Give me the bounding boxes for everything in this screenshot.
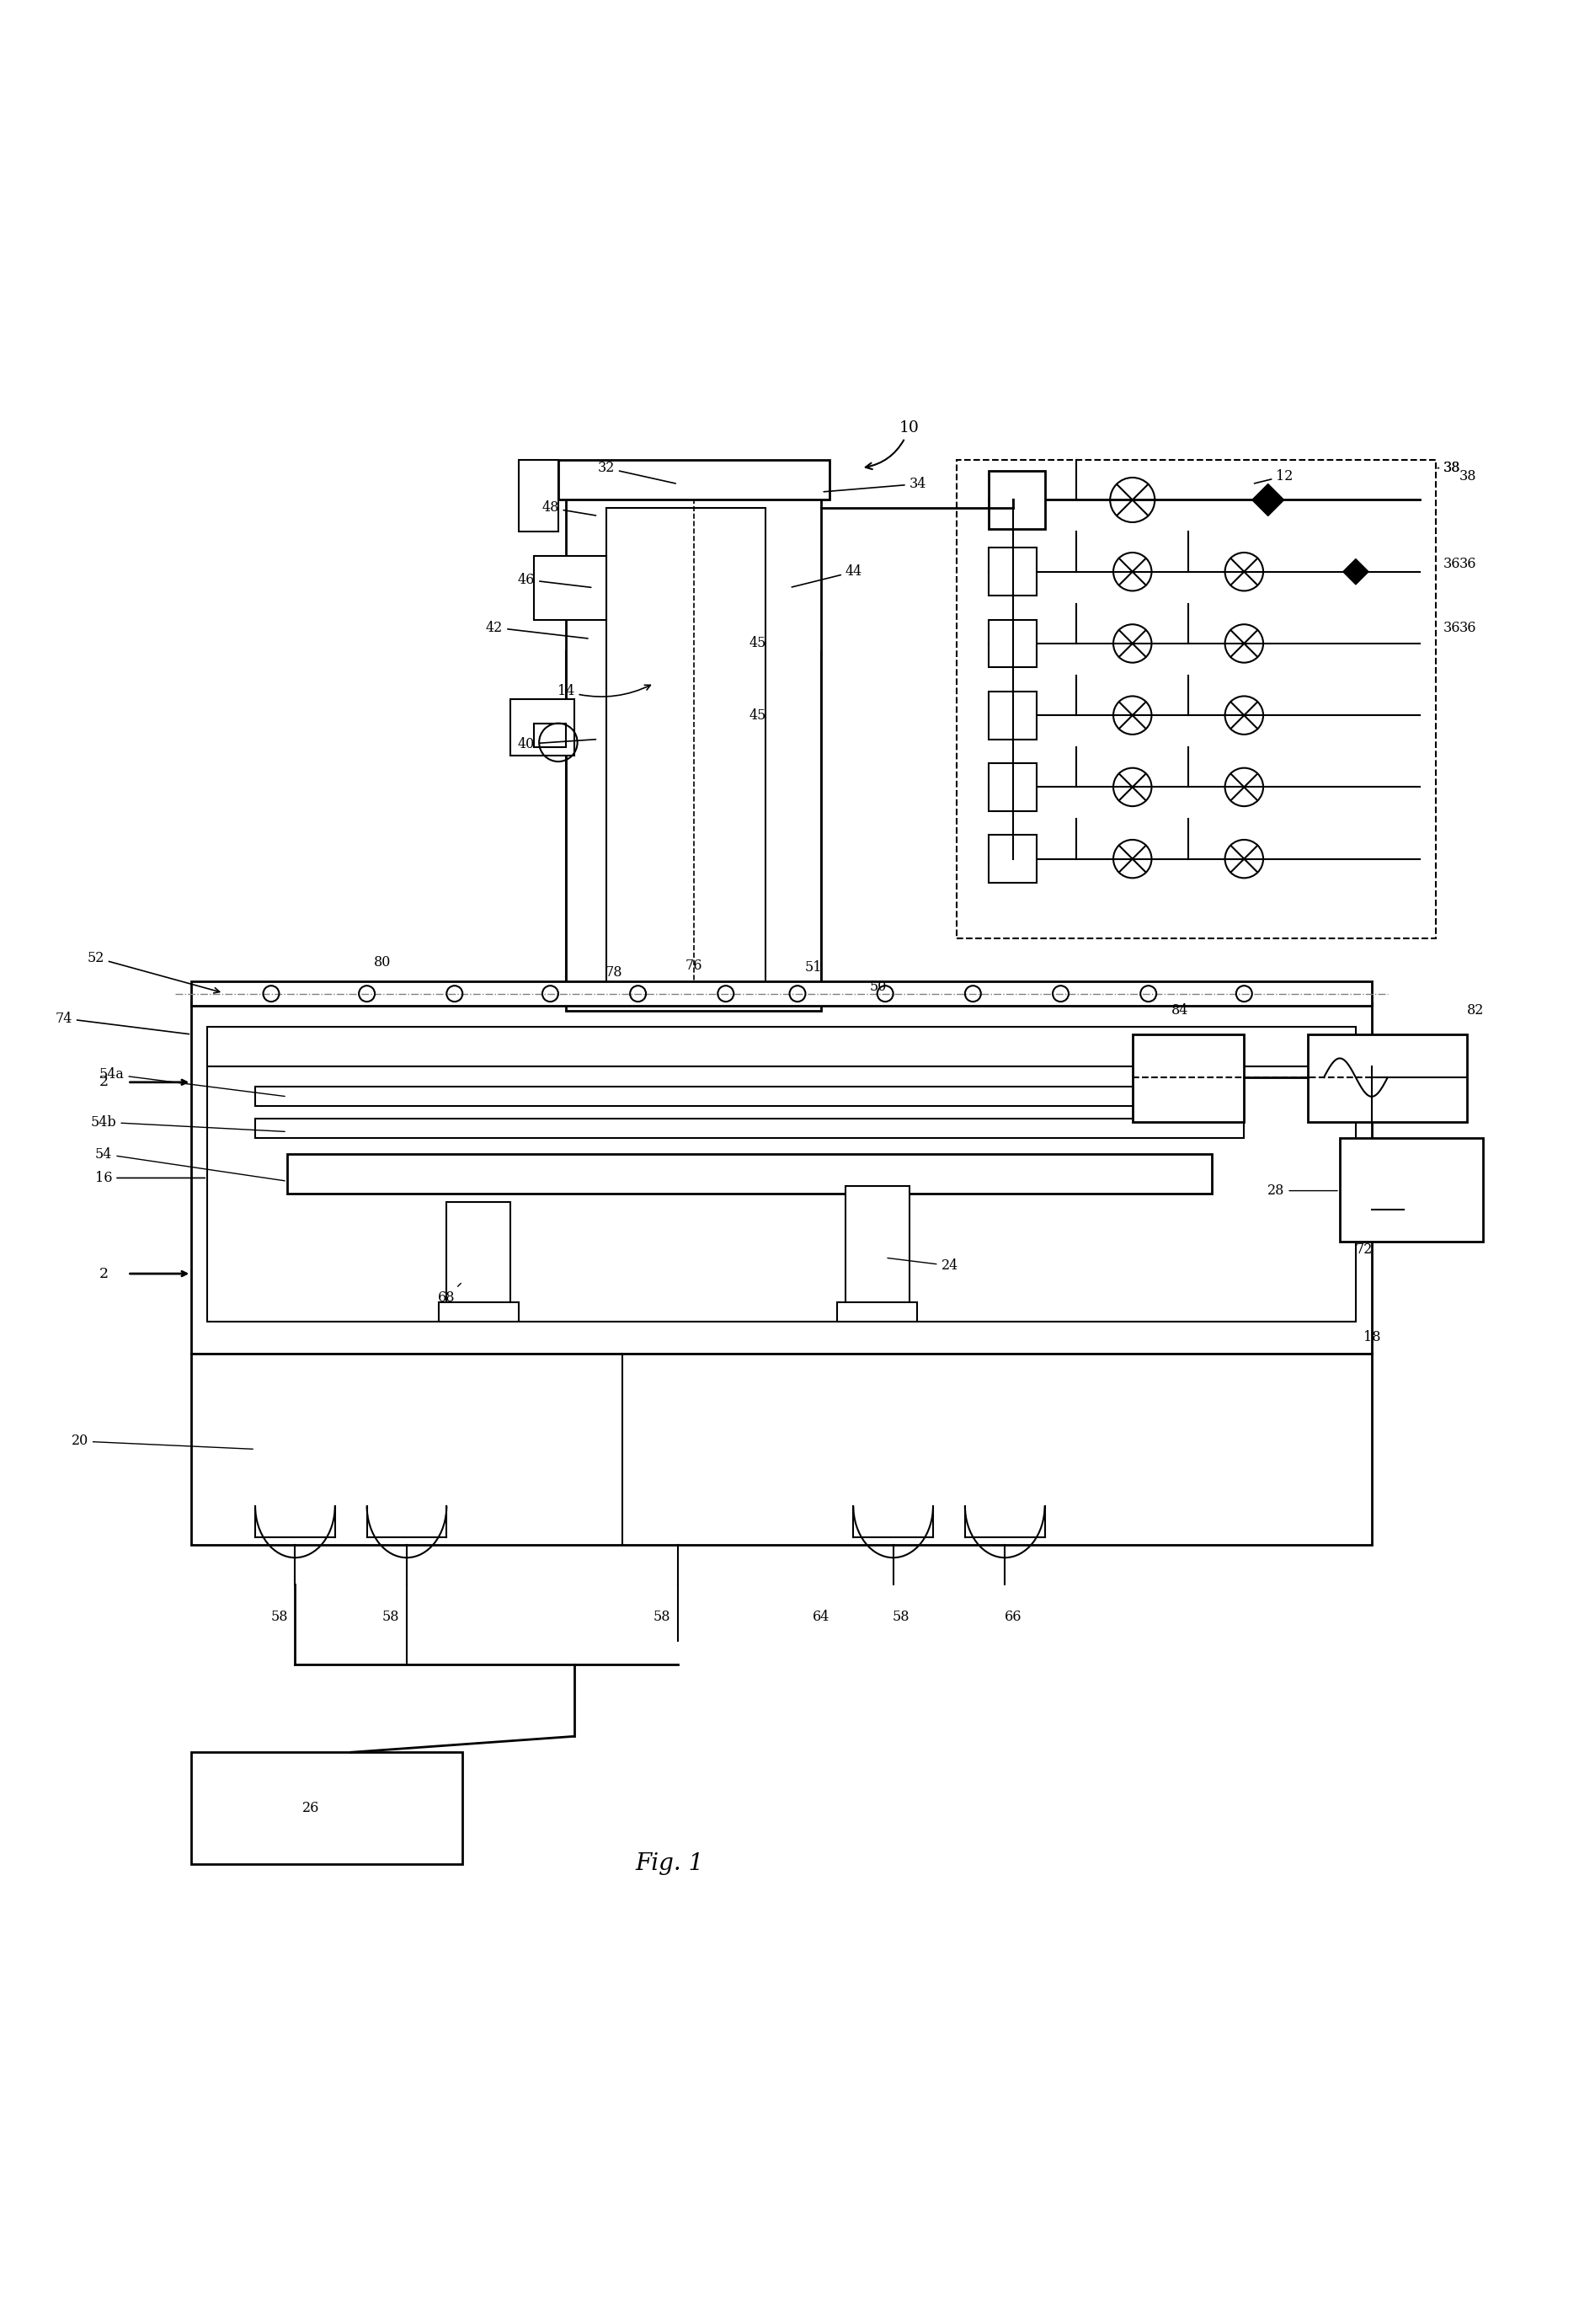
Bar [1340,1139,1483,1241]
Bar [558,460,829,500]
Bar [191,1752,463,1864]
Text: 50: 50 [869,978,887,995]
Text: 46: 46 [518,572,592,588]
Bar [989,762,1037,811]
Text: 44: 44 [791,565,863,588]
Bar [534,723,566,748]
Text: 64: 64 [813,1611,829,1624]
Bar [845,1185,909,1313]
Text: Fig. 1: Fig. 1 [636,1852,703,1875]
Text: 58: 58 [271,1611,287,1624]
Text: 58: 58 [383,1611,399,1624]
Text: 2: 2 [99,1076,108,1090]
Text: 38: 38 [1459,469,1477,483]
Text: 12: 12 [1254,469,1294,483]
Bar [989,834,1037,883]
Text: 36: 36 [1443,555,1461,572]
Text: 2: 2 [99,1267,108,1281]
Bar [1132,1034,1244,1122]
Text: 51: 51 [805,960,821,974]
Text: 36: 36 [1459,621,1477,634]
Bar [566,467,821,1011]
Bar [606,509,766,1002]
Bar [287,1155,1212,1195]
Text: 45: 45 [750,709,766,723]
Text: 45: 45 [750,637,766,651]
Text: 74: 74 [56,1011,190,1034]
Text: 14: 14 [558,683,651,700]
Bar [989,690,1037,739]
Text: 48: 48 [542,500,597,516]
Text: 24: 24 [887,1257,959,1274]
Text: 42: 42 [486,621,589,639]
Bar [207,1067,1356,1322]
Text: 34: 34 [823,476,927,493]
Polygon shape [1252,483,1284,516]
Bar [255,1118,1244,1139]
Bar [510,700,574,755]
Text: 58: 58 [654,1611,670,1624]
Text: 40: 40 [518,737,597,751]
Text: 72: 72 [1356,1243,1373,1257]
Text: 36: 36 [1443,621,1461,634]
Bar [439,1301,518,1322]
Polygon shape [1343,560,1369,583]
Bar [989,548,1037,595]
Bar [518,460,558,532]
Text: 28: 28 [1268,1183,1338,1197]
Text: 36: 36 [1459,555,1477,572]
Bar [957,460,1435,939]
Text: 54: 54 [96,1146,286,1181]
Text: 32: 32 [598,460,676,483]
Text: 78: 78 [606,964,622,978]
Text: 76: 76 [686,957,702,974]
Text: 68: 68 [439,1283,461,1304]
Bar [191,1353,1372,1545]
Bar [534,555,606,621]
Text: 54b: 54b [91,1116,286,1132]
Text: 54a: 54a [99,1067,286,1097]
Text: 82: 82 [1467,1004,1483,1018]
Text: 38: 38 [1443,460,1461,474]
Text: 66: 66 [1005,1611,1021,1624]
Text: 26: 26 [303,1801,319,1815]
Bar [191,981,1372,1006]
Bar [191,1002,1372,1353]
Text: 38: 38 [1437,460,1461,474]
Bar [989,472,1045,528]
Bar [989,621,1037,667]
Bar [207,1027,1356,1067]
Text: 16: 16 [96,1171,206,1185]
Bar [1308,1034,1467,1122]
Bar [255,1088,1244,1106]
Text: 80: 80 [375,955,391,969]
Text: 18: 18 [1364,1329,1381,1346]
Bar [837,1301,917,1322]
Bar [447,1202,510,1313]
Text: 52: 52 [88,951,220,992]
Text: 58: 58 [893,1611,909,1624]
Text: 20: 20 [72,1434,254,1450]
Text: 84: 84 [1172,1004,1188,1018]
Text: 10: 10 [866,421,919,469]
